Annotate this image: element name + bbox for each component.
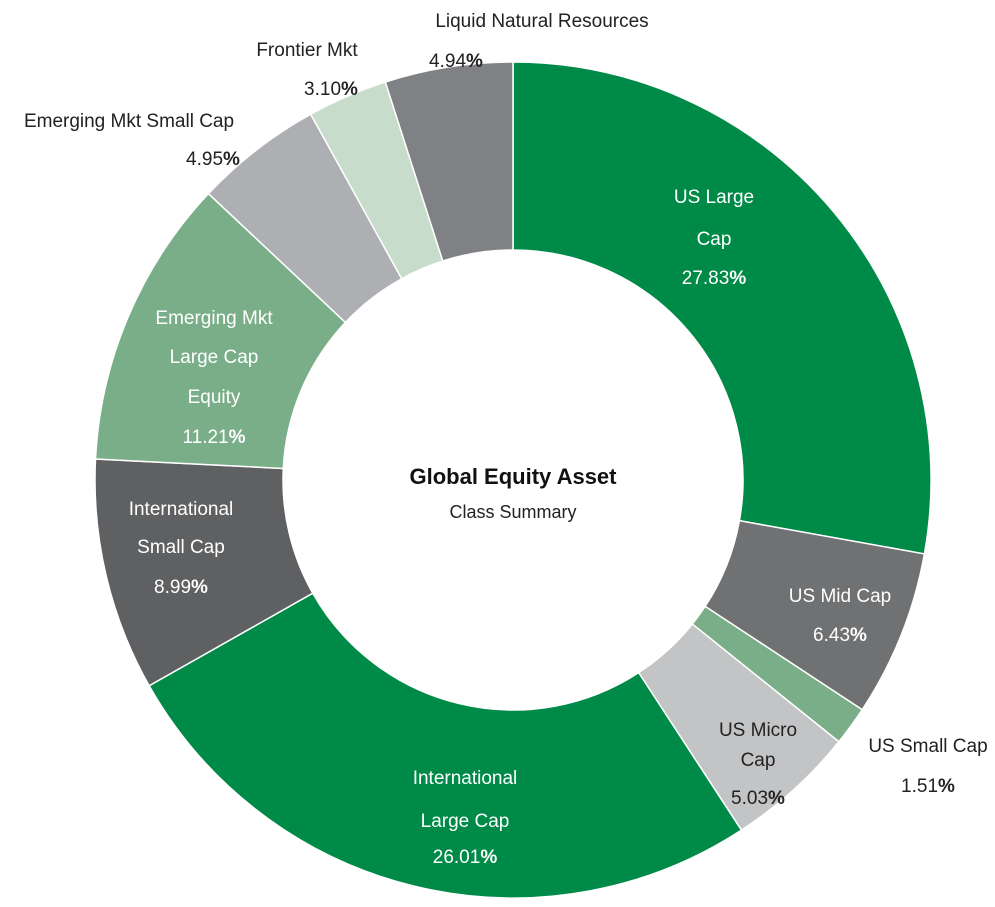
value-label: 4.94%: [429, 51, 483, 72]
slice-label: US Micro Cap: [719, 720, 797, 771]
value-label: 1.51%: [901, 776, 955, 797]
slice-label: International Large Cap: [413, 768, 518, 832]
slice-label: US Small Cap: [868, 736, 987, 757]
value-label: 11.21%: [182, 427, 245, 448]
value-label: 6.43%: [813, 625, 867, 646]
value-label: 27.83%: [682, 268, 747, 289]
slice-label: Liquid Natural Resources: [435, 11, 648, 32]
value-label: 26.01%: [433, 847, 498, 868]
slice: [148, 592, 743, 899]
slice-label: US Large Cap: [674, 187, 754, 250]
slice-label: Emerging Mkt Small Cap: [24, 111, 234, 132]
chart-subtitle: Class Summary: [449, 502, 576, 522]
slice-label: Emerging Mkt Large Cap Equity: [155, 308, 273, 408]
value-label: 8.99%: [154, 577, 208, 598]
slice-label: US Mid Cap: [789, 586, 891, 607]
slice: [94, 192, 347, 470]
chart-title: Global Equity Asset: [409, 464, 617, 489]
slices: [94, 61, 932, 899]
value-label: 3.10%: [304, 79, 358, 100]
slice: [512, 61, 932, 555]
slice: [384, 61, 514, 262]
value-label: 4.95%: [186, 149, 240, 170]
slice-label: International Small Cap: [129, 499, 234, 558]
slice-label: Frontier Mkt: [256, 40, 358, 61]
value-label: 5.03%: [731, 788, 785, 809]
